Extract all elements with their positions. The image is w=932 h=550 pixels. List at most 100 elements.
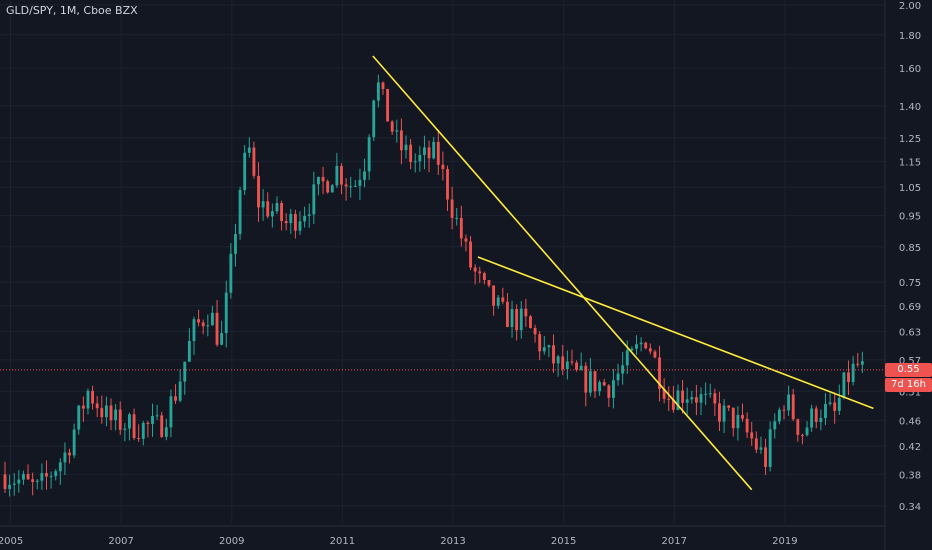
candle-body <box>174 396 177 401</box>
candle-body <box>386 88 390 122</box>
candle-body <box>257 175 260 208</box>
candle-body <box>519 308 523 331</box>
candle-body <box>160 415 164 437</box>
trendline <box>477 256 874 410</box>
candle-body <box>22 474 25 480</box>
candle-body <box>436 141 440 165</box>
candle-body <box>275 203 279 212</box>
candle-body <box>833 402 837 411</box>
candle-body <box>450 199 454 218</box>
candle-body <box>317 176 320 185</box>
candle-body <box>418 154 422 162</box>
candle-body <box>298 221 302 231</box>
candle-body <box>413 161 417 163</box>
x-tick-label: 2005 <box>0 536 23 547</box>
candle-body <box>367 137 371 172</box>
candle-body <box>77 405 81 430</box>
candle-body <box>344 184 348 187</box>
candle-body <box>704 393 708 395</box>
candle-body <box>210 312 214 326</box>
candle-body <box>234 233 237 254</box>
candle-body <box>787 394 791 411</box>
y-tick-label: 1.05 <box>899 183 921 194</box>
candle-body <box>800 434 804 436</box>
x-tick-label: 2009 <box>219 536 244 547</box>
candle-body <box>100 408 104 418</box>
candle-body <box>741 414 744 419</box>
candle-body <box>718 403 721 422</box>
candle-body <box>575 362 578 370</box>
x-tick-label: 2007 <box>108 536 133 547</box>
candle-body <box>754 438 758 450</box>
candle-body <box>602 382 606 386</box>
candle-body <box>146 422 150 425</box>
candle-body <box>303 215 307 222</box>
candle-body <box>505 301 509 327</box>
candle-body <box>164 427 168 437</box>
candle-body <box>95 403 99 409</box>
candle-body <box>667 398 671 400</box>
candle-body <box>579 365 583 370</box>
candle-body <box>501 297 505 302</box>
x-tick-label: 2015 <box>551 536 576 547</box>
candle-body <box>224 292 228 334</box>
candle-body <box>432 141 436 159</box>
y-tick-label: 0.75 <box>899 278 921 289</box>
y-tick-label: 0.34 <box>899 502 921 513</box>
candle-body <box>796 419 800 435</box>
candle-body <box>72 429 76 456</box>
candle-body <box>330 185 334 193</box>
candle-body <box>49 476 53 478</box>
candle-body <box>215 312 219 345</box>
candle-body <box>31 479 35 483</box>
candle-body <box>197 319 201 323</box>
candle-body <box>192 319 196 341</box>
candle-body <box>376 82 380 101</box>
candle-body <box>810 408 814 428</box>
candle-body <box>533 327 537 335</box>
candle-body <box>26 474 30 480</box>
candle-body <box>109 405 113 421</box>
x-tick-label: 2017 <box>662 536 687 547</box>
candle-body <box>542 347 546 352</box>
candle-body <box>791 394 795 420</box>
candle-body <box>681 390 685 403</box>
last-price-tag: 0.55 <box>885 362 932 377</box>
candle-body <box>561 356 565 370</box>
candle-body <box>326 181 330 193</box>
candle-body <box>722 405 726 422</box>
candle-body <box>565 361 569 370</box>
candle-body <box>676 390 680 410</box>
candle-body <box>570 361 574 363</box>
candle-body <box>828 402 832 404</box>
candle-body <box>777 409 781 422</box>
candle-body <box>658 357 661 389</box>
candle-body <box>662 388 666 399</box>
candle-body <box>856 363 860 365</box>
candle-body <box>552 345 555 364</box>
candle-body <box>280 203 283 222</box>
candle-body <box>648 348 652 352</box>
candle-body <box>837 397 841 411</box>
candle-body <box>851 363 855 382</box>
y-tick-label: 1.15 <box>899 157 921 168</box>
candle-body <box>625 350 629 366</box>
candle-body <box>169 396 173 428</box>
candle-body <box>358 179 362 186</box>
candle-body <box>860 361 864 365</box>
candle-body <box>58 462 62 472</box>
candle-body <box>473 267 477 272</box>
candle-body <box>178 381 182 401</box>
candle-body <box>731 407 735 429</box>
candle-body <box>824 403 827 419</box>
candle-body <box>128 414 131 429</box>
candle-body <box>773 421 777 430</box>
candle-body <box>736 414 740 429</box>
candle-body <box>616 373 620 381</box>
candle-body <box>639 342 643 345</box>
x-tick-label: 2013 <box>440 536 465 547</box>
candle-body <box>487 280 491 286</box>
candle-body <box>155 415 159 417</box>
y-tick-label: 0.38 <box>899 470 921 481</box>
